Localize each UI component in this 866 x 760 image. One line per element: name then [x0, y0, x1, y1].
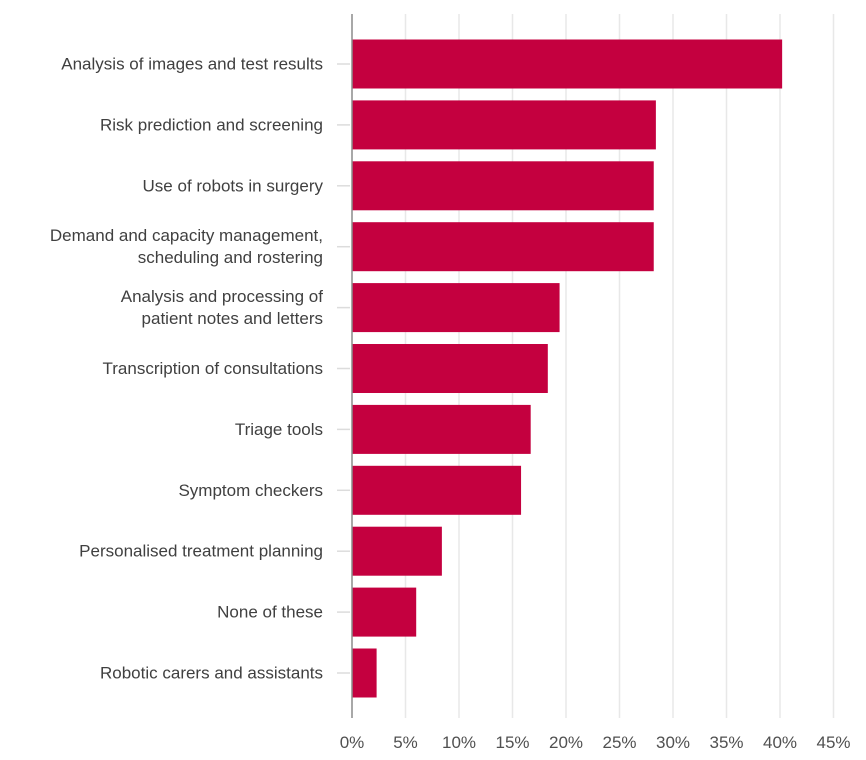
bars	[352, 39, 783, 698]
bar-3	[352, 222, 654, 272]
category-label-7: Symptom checkers	[178, 481, 323, 500]
x-tick-label-9: 45%	[816, 733, 850, 752]
bar-0	[352, 39, 783, 89]
bar-9	[352, 587, 417, 637]
x-axis-tick-labels: 0% 5% 10% 15% 20% 25% 30% 35% 40% 45%	[340, 733, 851, 752]
bar-2	[352, 161, 654, 211]
category-label-10: Robotic carers and assistants	[100, 664, 323, 683]
x-tick-label-6: 30%	[656, 733, 690, 752]
category-label-4-line-0: Analysis and processing of	[121, 287, 324, 306]
x-tick-label-3: 15%	[495, 733, 529, 752]
bar-8	[352, 526, 442, 576]
bar-6	[352, 404, 531, 454]
category-label-2: Use of robots in surgery	[143, 176, 324, 195]
x-tick-label-7: 35%	[709, 733, 743, 752]
category-label-8: Personalised treatment planning	[79, 542, 323, 561]
x-tick-label-4: 20%	[549, 733, 583, 752]
category-label-3-line-0: Demand and capacity management,	[50, 226, 323, 245]
bar-5	[352, 344, 548, 393]
bar-1	[352, 100, 656, 150]
x-tick-label-1: 5%	[393, 733, 418, 752]
bar-4	[352, 283, 560, 333]
category-label-9: None of these	[217, 603, 323, 622]
x-tick-label-2: 10%	[442, 733, 476, 752]
category-label-5: Transcription of consultations	[103, 359, 323, 378]
category-label-0: Analysis of images and test results	[61, 55, 323, 74]
y-axis-ticks	[337, 63, 350, 674]
x-tick-label-0: 0%	[340, 733, 365, 752]
category-label-4-line-1: patient notes and letters	[142, 309, 323, 328]
category-label-6: Triage tools	[235, 420, 323, 439]
category-label-3-line-1: scheduling and rostering	[138, 248, 323, 267]
bar-7	[352, 465, 522, 515]
x-tick-label-8: 40%	[763, 733, 797, 752]
bar-10	[352, 648, 377, 698]
x-tick-label-5: 25%	[602, 733, 636, 752]
category-labels: Analysis of images and test results Risk …	[50, 55, 324, 683]
category-label-1: Risk prediction and screening	[100, 115, 323, 134]
